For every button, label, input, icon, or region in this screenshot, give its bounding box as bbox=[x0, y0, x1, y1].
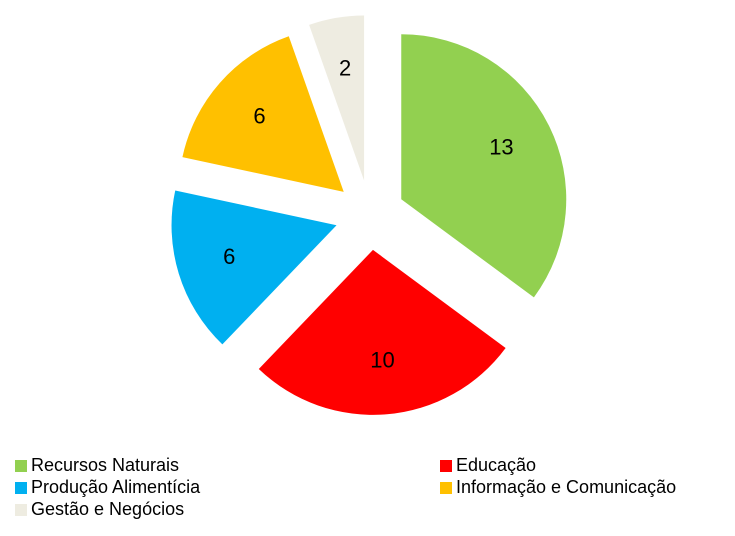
pie-slice bbox=[171, 190, 337, 345]
legend-label: Informação e Comunicação bbox=[456, 477, 676, 497]
data-label: 10 bbox=[370, 347, 394, 372]
legend-swatch bbox=[15, 460, 27, 472]
pie-slice bbox=[309, 15, 365, 181]
legend-label: Educação bbox=[456, 455, 536, 475]
pie-slice bbox=[182, 36, 344, 192]
legend-swatch bbox=[440, 460, 452, 472]
legend-swatch bbox=[440, 482, 452, 494]
data-label: 6 bbox=[223, 244, 235, 269]
legend-label: Recursos Naturais bbox=[31, 455, 179, 475]
data-label: 2 bbox=[339, 56, 351, 81]
legend-swatch bbox=[15, 504, 27, 516]
legend-label: Produção Alimentícia bbox=[31, 477, 201, 497]
pie-slice bbox=[401, 34, 567, 298]
pie-slice bbox=[258, 249, 506, 415]
legend-label: Gestão e Negócios bbox=[31, 499, 184, 519]
data-label: 6 bbox=[253, 104, 265, 129]
legend-swatch bbox=[15, 482, 27, 494]
data-label: 13 bbox=[489, 135, 513, 160]
